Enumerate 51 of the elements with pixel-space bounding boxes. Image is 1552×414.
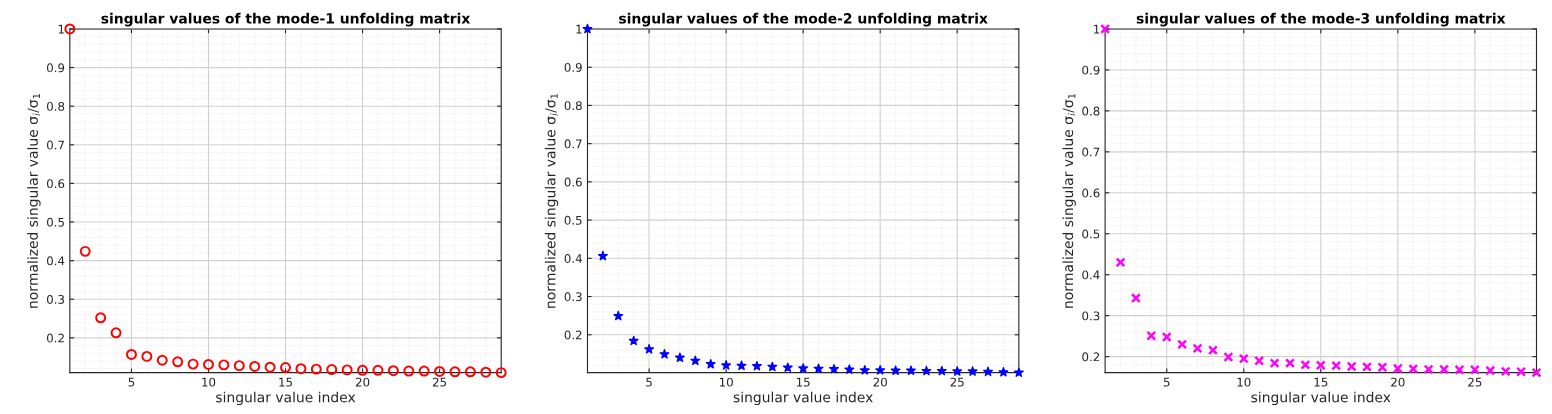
chart-title: singular values of the mode-1 unfolding matrix (101, 12, 471, 27)
x-tick-label: 15 (1314, 377, 1328, 387)
chart-title: singular values of the mode-3 unfolding matrix (1136, 12, 1506, 27)
x-tick-label: 20 (873, 377, 887, 387)
y-tick-label: 0.9 (46, 63, 65, 73)
y-tick-label: 0.9 (564, 62, 582, 72)
y-tick-label: 0.4 (564, 254, 582, 263)
y-tick-label: 0.7 (564, 139, 582, 149)
y-tick-label: 0.4 (1082, 270, 1100, 280)
x-tick-label: 5 (1163, 377, 1170, 387)
x-tick-label: 5 (128, 377, 135, 387)
y-tick-label: 0.5 (564, 215, 582, 225)
x-tick-label: 25 (432, 377, 447, 387)
y-tick-label: 0.3 (46, 294, 65, 304)
y-tick-label: 0.4 (46, 256, 65, 266)
y-axis-title: normalized singular value σ$_{i}$/σ$_{1}$ (544, 93, 559, 308)
y-tick-label: 0.6 (564, 177, 582, 187)
y-tick-label: 0.5 (1082, 229, 1100, 239)
x-tick-label: 10 (1237, 377, 1251, 387)
x-tick-label: 10 (202, 377, 216, 387)
chart-title: singular values of the mode-2 unfolding matrix (619, 12, 988, 27)
y-tick-label: 0.2 (564, 330, 582, 340)
x-tick-label: 25 (950, 377, 964, 387)
x-tick-label: 15 (279, 377, 292, 387)
y-tick-label: 0.2 (46, 333, 64, 343)
x-tick-label: 25 (1468, 377, 1482, 387)
y-tick-label: 0.6 (1082, 188, 1100, 198)
y-axis-title: normalized singular value σ$_{i}$/σ$_{1}$ (27, 93, 41, 308)
x-tick-label: 10 (719, 377, 733, 387)
y-tick-label: 0.8 (564, 101, 582, 111)
y-tick-label: 0.8 (46, 101, 65, 111)
y-tick-label: 0.7 (46, 140, 64, 150)
x-axis-title: singular value index (216, 391, 356, 406)
x-axis-title: singular value index (733, 391, 873, 406)
y-tick-label: 0.5 (46, 217, 64, 227)
x-tick-label: 15 (796, 377, 810, 387)
x-tick-label: 5 (646, 377, 652, 387)
y-tick-label: 1 (576, 24, 582, 34)
y-axis-title: normalized singular value σ$_{i}$/σ$_{1}$ (1062, 93, 1076, 308)
y-tick-label: 1 (58, 24, 64, 34)
y-tick-label: 0.2 (1082, 352, 1100, 362)
x-tick-label: 20 (355, 377, 370, 387)
y-tick-label: 0.3 (564, 292, 582, 302)
y-tick-label: 1 (1094, 24, 1100, 34)
x-tick-label: 20 (1391, 377, 1405, 387)
y-tick-label: 0.9 (1082, 65, 1100, 75)
x-axis-title: singular value index (1251, 391, 1391, 406)
y-tick-label: 0.6 (46, 179, 65, 189)
y-tick-label: 0.7 (1082, 147, 1100, 157)
y-tick-label: 0.8 (1082, 106, 1100, 116)
y-tick-label: 0.3 (1082, 311, 1100, 321)
